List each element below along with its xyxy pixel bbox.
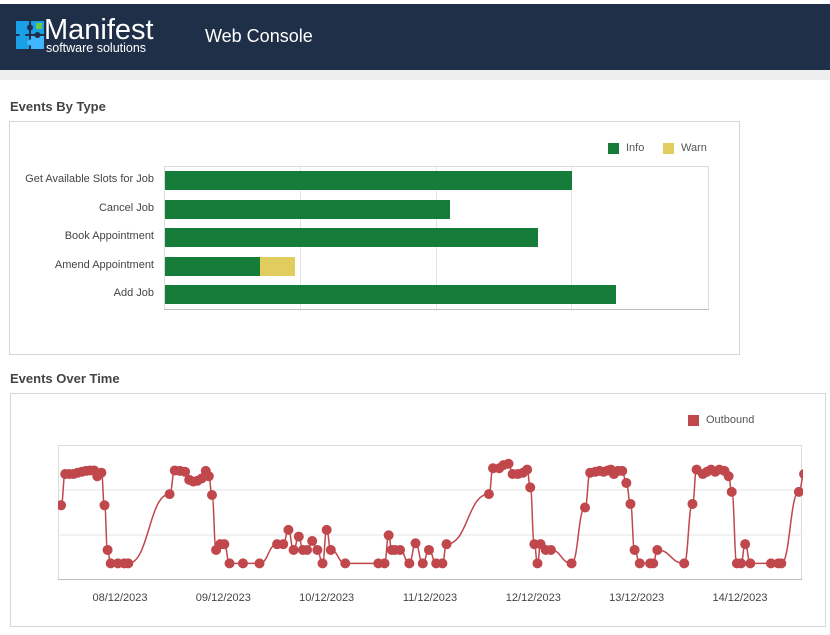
- x-tick-label: 08/12/2023: [92, 592, 148, 604]
- outbound-data-point[interactable]: [566, 558, 577, 569]
- outbound-data-point[interactable]: [254, 558, 265, 569]
- outbound-data-point[interactable]: [625, 498, 636, 509]
- x-tick-label: 14/12/2023: [712, 592, 768, 604]
- outbound-data-point[interactable]: [736, 558, 747, 569]
- outbound-data-point[interactable]: [224, 558, 235, 569]
- outbound-data-point[interactable]: [648, 558, 659, 569]
- outbound-data-point[interactable]: [58, 500, 67, 511]
- outbound-data-point[interactable]: [532, 558, 543, 569]
- outbound-data-point[interactable]: [740, 539, 751, 550]
- logo-wordmark: Manifest: [44, 14, 154, 46]
- outbound-data-point[interactable]: [503, 458, 514, 469]
- bar-legend-warn[interactable]: Warn: [663, 142, 707, 154]
- outbound-data-point[interactable]: [799, 469, 803, 479]
- outbound-data-point[interactable]: [545, 544, 556, 555]
- outbound-data-point[interactable]: [203, 471, 214, 482]
- gridline: [571, 167, 572, 309]
- outbound-data-point[interactable]: [726, 486, 737, 497]
- outbound-data-point[interactable]: [687, 498, 698, 509]
- x-tick-label: 13/12/2023: [609, 592, 665, 604]
- page-title: Web Console: [205, 26, 313, 46]
- outbound-data-point[interactable]: [634, 558, 645, 569]
- bar-info[interactable]: [165, 171, 573, 190]
- bar-legend-info-label: Info: [626, 142, 645, 154]
- top-header: Manifest software solutions Web Console: [0, 4, 830, 70]
- bar-warn[interactable]: [260, 256, 296, 276]
- outbound-data-point[interactable]: [580, 502, 590, 513]
- warn-swatch: [663, 142, 674, 154]
- outbound-data-point[interactable]: [621, 477, 632, 488]
- outbound-data-point[interactable]: [206, 490, 217, 501]
- outbound-data-point[interactable]: [522, 464, 533, 475]
- bar-legend-warn-label: Warn: [681, 142, 707, 154]
- outbound-data-point[interactable]: [383, 530, 394, 541]
- bar-info[interactable]: [165, 256, 261, 276]
- outbound-data-point[interactable]: [379, 558, 390, 569]
- outbound-swatch: [688, 414, 699, 426]
- outbound-data-point[interactable]: [437, 558, 448, 569]
- header-divider: [0, 70, 830, 80]
- x-tick-label: 10/12/2023: [299, 592, 355, 604]
- puzzle-logo-icon: [16, 21, 44, 49]
- outbound-data-point[interactable]: [652, 544, 663, 555]
- outbound-data-point[interactable]: [293, 531, 304, 542]
- outbound-data-point[interactable]: [102, 544, 113, 555]
- outbound-data-point[interactable]: [302, 544, 313, 555]
- outbound-data-point[interactable]: [164, 489, 175, 500]
- outbound-data-point[interactable]: [123, 558, 134, 569]
- info-swatch: [608, 142, 619, 154]
- bar-info[interactable]: [165, 228, 539, 248]
- x-tick-label: 09/12/2023: [195, 592, 251, 604]
- line-legend-outbound-label: Outbound: [706, 414, 755, 426]
- outbound-data-point[interactable]: [96, 467, 107, 478]
- outbound-data-point[interactable]: [278, 539, 289, 550]
- outbound-data-point[interactable]: [525, 482, 536, 493]
- outbound-data-point[interactable]: [776, 558, 787, 569]
- events-by-type-title: Events By Type: [10, 99, 106, 114]
- x-tick-label: 11/12/2023: [402, 592, 458, 604]
- outbound-data-point[interactable]: [417, 558, 428, 569]
- outbound-data-point[interactable]: [105, 558, 116, 569]
- outbound-data-point[interactable]: [745, 558, 756, 569]
- outbound-data-point[interactable]: [321, 524, 332, 535]
- events-over-time-title: Events Over Time: [10, 371, 120, 386]
- bar-legend-info[interactable]: Info: [608, 142, 644, 154]
- outbound-data-point[interactable]: [288, 544, 299, 555]
- manifest-logo[interactable]: Manifest software solutions: [16, 14, 156, 59]
- outbound-data-point[interactable]: [793, 486, 803, 497]
- outbound-data-point[interactable]: [441, 539, 452, 550]
- outbound-data-point[interactable]: [723, 471, 734, 482]
- bar-info[interactable]: [165, 199, 451, 219]
- outbound-data-point[interactable]: [180, 466, 191, 477]
- outbound-data-point[interactable]: [404, 558, 415, 569]
- outbound-data-point[interactable]: [283, 524, 294, 535]
- line-chart-plot: [58, 445, 803, 580]
- bar-info[interactable]: [165, 285, 616, 305]
- outbound-data-point[interactable]: [395, 544, 406, 555]
- outbound-data-point[interactable]: [423, 544, 434, 555]
- category-label: Amend Appointment: [54, 258, 154, 271]
- outbound-data-point[interactable]: [340, 558, 351, 569]
- line-legend-outbound[interactable]: Outbound: [688, 414, 754, 426]
- outbound-data-point[interactable]: [317, 558, 328, 569]
- outbound-data-point[interactable]: [307, 536, 318, 547]
- outbound-data-point[interactable]: [312, 544, 323, 555]
- category-label: Cancel Job: [98, 201, 154, 214]
- outbound-data-point[interactable]: [237, 558, 248, 569]
- x-tick-label: 12/12/2023: [505, 592, 561, 604]
- bar-plot-area: [164, 166, 709, 310]
- outbound-data-point[interactable]: [99, 500, 110, 511]
- outbound-data-point[interactable]: [679, 558, 690, 569]
- category-label: Get Available Slots for Job: [25, 173, 154, 185]
- outbound-data-point[interactable]: [629, 544, 640, 555]
- category-label: Book Appointment: [64, 230, 154, 243]
- outbound-data-point[interactable]: [325, 544, 336, 555]
- outbound-data-point[interactable]: [766, 558, 776, 569]
- outbound-data-point[interactable]: [219, 539, 230, 550]
- logo-tagline: software solutions: [46, 41, 147, 55]
- outbound-data-point[interactable]: [483, 489, 494, 500]
- outbound-data-point[interactable]: [617, 465, 628, 476]
- outbound-data-point[interactable]: [410, 538, 421, 549]
- category-label: Add Job: [113, 287, 154, 300]
